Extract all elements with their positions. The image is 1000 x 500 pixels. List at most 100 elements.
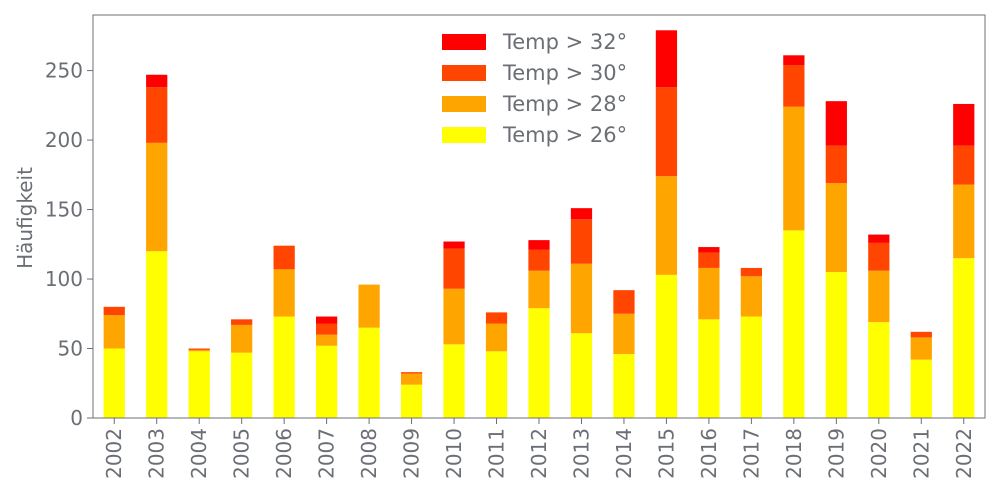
x-tick-label: 2017 bbox=[739, 428, 763, 479]
bar-2009-series-0 bbox=[400, 384, 423, 418]
bar-2021-series-0 bbox=[910, 359, 932, 418]
x-tick-label: 2021 bbox=[909, 428, 933, 479]
bar-2015-series-3 bbox=[655, 30, 678, 88]
bar-2011-series-2 bbox=[485, 312, 508, 324]
x-tick-label: 2003 bbox=[145, 428, 169, 479]
x-tick-label: 2006 bbox=[272, 428, 296, 479]
x-tick-label: 2009 bbox=[400, 428, 424, 479]
bar-2017-series-2 bbox=[740, 267, 762, 277]
bar-2020-series-2 bbox=[868, 242, 890, 271]
bar-2018-series-0 bbox=[783, 230, 805, 418]
bar-2010-series-3 bbox=[443, 241, 465, 249]
x-tick-label: 2011 bbox=[485, 428, 509, 479]
x-tick-label: 2004 bbox=[187, 428, 211, 479]
bar-2007-series-2 bbox=[316, 323, 338, 335]
bar-2022-series-1 bbox=[953, 184, 975, 259]
legend-label: Temp > 28° bbox=[502, 92, 627, 116]
legend-swatch bbox=[442, 96, 486, 112]
bar-2017-series-0 bbox=[740, 316, 762, 418]
x-axis: 2002 2003 2004 2005 2006 2007 2008 2009 2010 2011… bbox=[102, 418, 976, 479]
bar-2012-series-0 bbox=[528, 308, 550, 418]
bar-2012-series-1 bbox=[528, 270, 550, 309]
bar-2008-series-0 bbox=[358, 327, 380, 418]
bars-layer bbox=[103, 30, 975, 418]
bar-2016-series-1 bbox=[698, 267, 720, 320]
bar-2014-series-0 bbox=[613, 354, 635, 418]
bar-2005-series-0 bbox=[231, 352, 253, 418]
bar-2003-series-2 bbox=[146, 87, 168, 143]
bar-2019-series-1 bbox=[825, 183, 847, 273]
x-tick-label: 2019 bbox=[824, 428, 848, 479]
legend-label: Temp > 32° bbox=[502, 30, 627, 54]
bar-2022-series-3 bbox=[953, 103, 975, 146]
bar-2014-series-2 bbox=[613, 290, 635, 314]
legend-label: Temp > 26° bbox=[502, 123, 627, 147]
bar-2015-series-2 bbox=[655, 87, 678, 177]
x-tick-label: 2008 bbox=[357, 428, 381, 479]
bar-2006-series-1 bbox=[273, 269, 295, 317]
y-axis-label: Häufigkeit bbox=[13, 167, 37, 269]
x-tick-label: 2012 bbox=[527, 428, 551, 479]
bar-2010-series-0 bbox=[443, 344, 465, 418]
bar-2013-series-1 bbox=[570, 263, 593, 334]
x-tick-label: 2020 bbox=[867, 428, 891, 479]
bar-2005-series-1 bbox=[231, 324, 253, 353]
plot-frame bbox=[92, 14, 986, 419]
y-tick-label: 200 bbox=[45, 128, 83, 152]
bar-2022-series-2 bbox=[953, 145, 975, 185]
bar-2006-series-2 bbox=[273, 245, 295, 270]
y-tick-label: 50 bbox=[58, 337, 83, 361]
bar-2015-series-1 bbox=[655, 176, 678, 275]
bar-2011-series-1 bbox=[485, 323, 508, 352]
bar-2015-series-0 bbox=[655, 274, 678, 418]
bar-2013-series-2 bbox=[570, 219, 593, 264]
bar-2014-series-1 bbox=[613, 313, 635, 355]
bar-2004-series-2 bbox=[188, 348, 210, 350]
bar-2020-series-1 bbox=[868, 270, 890, 323]
bar-2022-series-0 bbox=[953, 258, 975, 418]
x-tick-label: 2002 bbox=[102, 428, 126, 479]
legend-swatch bbox=[442, 34, 486, 50]
bar-2021-series-2 bbox=[910, 331, 932, 338]
x-tick-label: 2022 bbox=[952, 428, 976, 479]
bar-2009-series-1 bbox=[400, 373, 423, 385]
bar-2021-series-1 bbox=[910, 337, 932, 360]
y-axis: 0 50 100 150 200 250 bbox=[45, 59, 93, 430]
y-tick-label: 150 bbox=[45, 198, 83, 222]
bar-2019-series-0 bbox=[825, 272, 847, 418]
y-tick-label: 250 bbox=[45, 59, 83, 83]
bar-2002-series-1 bbox=[103, 315, 125, 349]
bar-2004-series-0 bbox=[188, 351, 210, 418]
bar-2002-series-2 bbox=[103, 306, 125, 316]
bar-2016-series-0 bbox=[698, 319, 720, 418]
y-tick-label: 100 bbox=[45, 267, 83, 291]
bar-2012-series-2 bbox=[528, 249, 550, 271]
y-tick-label: 0 bbox=[70, 406, 83, 430]
bar-2003-series-0 bbox=[146, 251, 168, 418]
bar-2018-series-2 bbox=[783, 65, 805, 107]
bar-2007-series-0 bbox=[316, 345, 338, 418]
bar-2016-series-3 bbox=[698, 247, 720, 253]
bar-2013-series-0 bbox=[570, 333, 593, 418]
x-tick-label: 2016 bbox=[697, 428, 721, 479]
bar-2007-series-1 bbox=[316, 334, 338, 346]
bar-2006-series-0 bbox=[273, 316, 295, 418]
legend: Temp > 32° Temp > 30° Temp > 28° Temp > 26° bbox=[442, 30, 627, 147]
x-tick-label: 2018 bbox=[782, 428, 806, 479]
bar-2003-series-3 bbox=[146, 74, 168, 88]
legend-label: Temp > 30° bbox=[502, 61, 627, 85]
x-tick-label: 2013 bbox=[569, 428, 593, 479]
x-tick-label: 2014 bbox=[612, 428, 636, 479]
bar-2012-series-3 bbox=[528, 240, 550, 250]
x-tick-label: 2015 bbox=[654, 428, 678, 479]
x-tick-label: 2005 bbox=[230, 428, 254, 479]
bar-2019-series-2 bbox=[825, 145, 847, 184]
x-tick-label: 2010 bbox=[442, 428, 466, 479]
bar-2010-series-1 bbox=[443, 288, 465, 345]
bar-2020-series-0 bbox=[868, 322, 890, 418]
bar-2011-series-0 bbox=[485, 351, 508, 418]
bar-2019-series-3 bbox=[825, 101, 847, 146]
legend-swatch bbox=[442, 127, 486, 143]
